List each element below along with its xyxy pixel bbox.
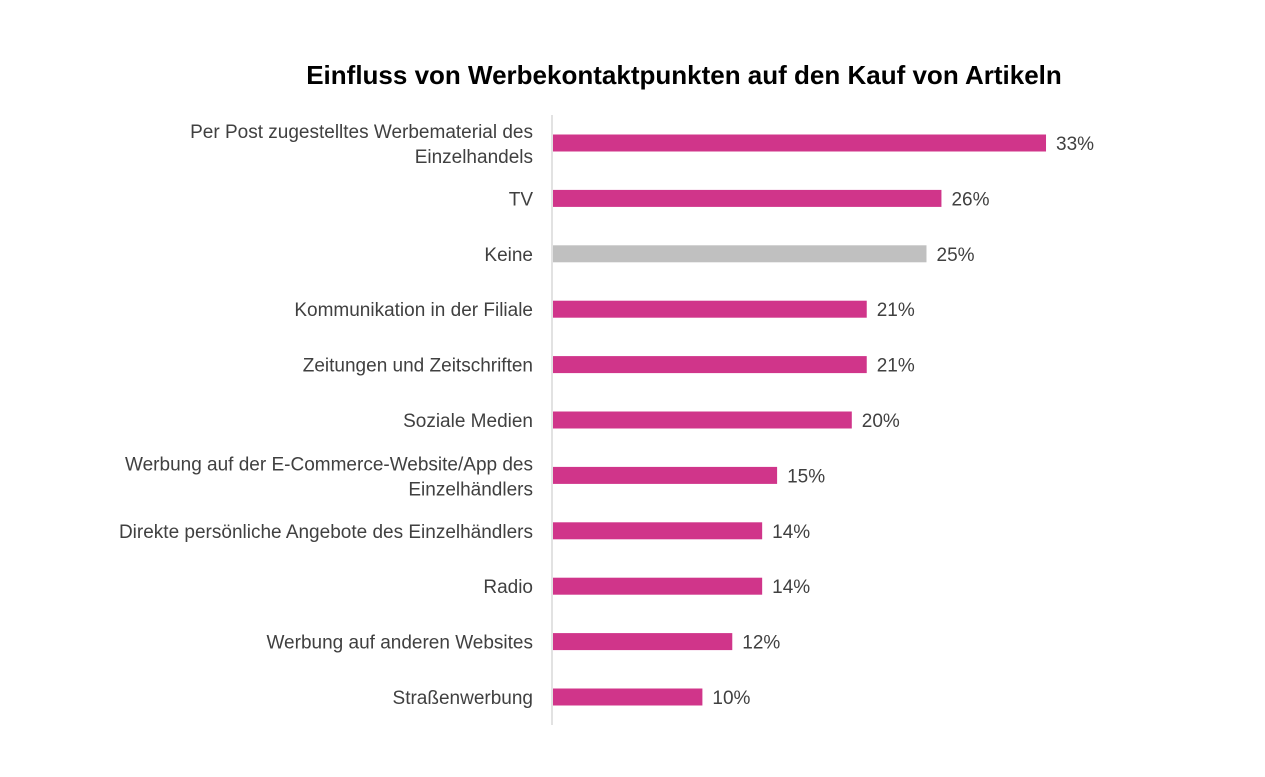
bar — [553, 522, 763, 540]
data-label: 21% — [877, 356, 915, 377]
data-label: 12% — [742, 633, 780, 654]
data-label: 14% — [772, 577, 810, 598]
category-label: TV — [509, 189, 534, 210]
category-label-line: Zeitungen und Zeitschriften — [303, 356, 533, 377]
category-label-line: Straßenwerbung — [393, 688, 533, 709]
category-label: Soziale Medien — [403, 411, 533, 432]
bar — [553, 189, 942, 207]
category-label: Zeitungen und Zeitschriften — [303, 356, 533, 377]
chart-title: Einfluss von Werbekontaktpunkten auf den… — [306, 60, 1062, 90]
bar — [553, 633, 733, 651]
category-label-line: Kommunikation in der Filiale — [294, 300, 533, 321]
category-label-line: Keine — [484, 245, 533, 266]
data-label: 14% — [772, 522, 810, 543]
category-label-line: Per Post zugestelltes Werbematerial des — [190, 122, 533, 143]
data-label: 21% — [877, 300, 915, 321]
bar — [553, 356, 867, 374]
data-label: 10% — [712, 688, 750, 709]
bar — [553, 577, 763, 595]
category-label-line: Radio — [483, 577, 533, 598]
data-label: 20% — [862, 411, 900, 432]
data-label: 33% — [1056, 134, 1094, 155]
category-label: Kommunikation in der Filiale — [294, 300, 533, 321]
category-label: Radio — [483, 577, 533, 598]
bar — [553, 466, 778, 484]
category-label: Werbung auf der E-Commerce-Website/App d… — [125, 454, 533, 500]
category-label-line: Einzelhändlers — [408, 479, 533, 500]
data-label: 26% — [951, 189, 989, 210]
bar — [553, 688, 703, 706]
category-label: Per Post zugestelltes Werbematerial des E… — [190, 122, 533, 168]
bar — [553, 245, 927, 263]
data-label: 25% — [937, 245, 975, 266]
bar — [553, 134, 1047, 152]
category-label: Keine — [484, 245, 533, 266]
category-label-line: Werbung auf der E-Commerce-Website/App d… — [125, 454, 533, 475]
data-label: 15% — [787, 466, 825, 487]
category-label: Direkte persönliche Angebote des Einzelh… — [119, 522, 533, 543]
category-label-line: TV — [509, 189, 534, 210]
bar — [553, 411, 852, 429]
category-label-line: Einzelhandels — [415, 147, 533, 168]
category-label-line: Soziale Medien — [403, 411, 533, 432]
category-label-line: Werbung auf anderen Websites — [266, 633, 533, 654]
category-label: Straßenwerbung — [393, 688, 533, 709]
category-label: Werbung auf anderen Websites — [266, 633, 533, 654]
bar — [553, 300, 867, 318]
category-label-line: Direkte persönliche Angebote des Einzelh… — [119, 522, 533, 543]
